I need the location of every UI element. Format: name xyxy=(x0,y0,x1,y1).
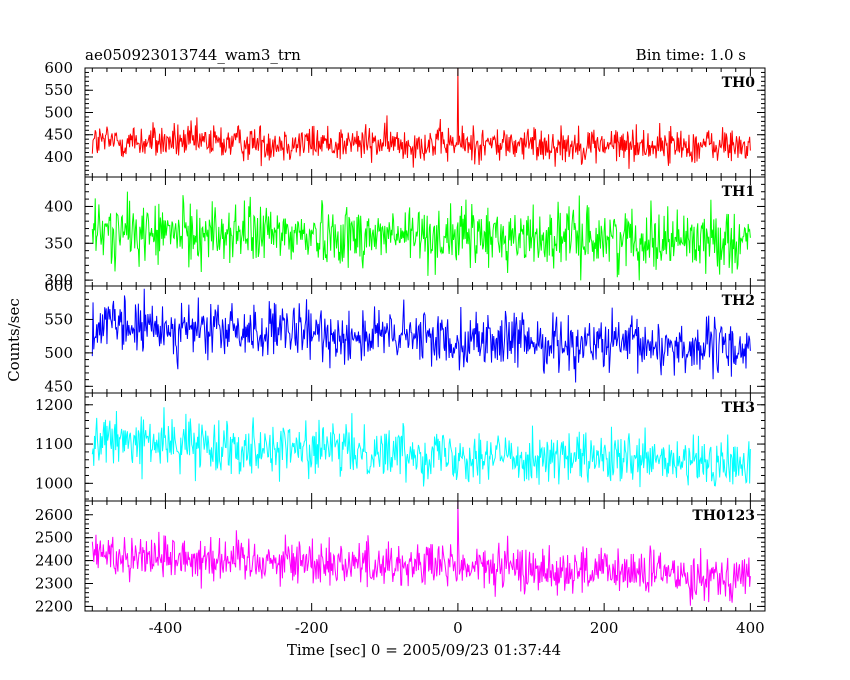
y-tick-label: 500 xyxy=(44,103,73,121)
panel-label-th0: TH0 xyxy=(722,75,756,91)
x-axis-label: Time [sec] 0 = 2005/09/23 01:37:44 xyxy=(287,641,561,659)
y-tick-label: 450 xyxy=(44,126,73,144)
panel-th3: 1000 1100 1200 TH3 xyxy=(35,392,766,502)
y-tick-label: 600 xyxy=(44,277,73,295)
panel-th1: 300 350 400 TH1 xyxy=(44,176,766,289)
x-tick-label: 400 xyxy=(736,619,765,637)
y-tick-label: 550 xyxy=(44,310,73,328)
panel-th0: 400 450 500 550 600 TH0 xyxy=(44,59,766,178)
panel-label-th2: TH2 xyxy=(722,293,755,309)
bin-time-label: Bin time: 1.0 s xyxy=(636,46,746,64)
y-tick-label: 450 xyxy=(44,377,73,395)
y-tick-label: 2600 xyxy=(35,506,73,524)
y-tick-label: 2200 xyxy=(35,597,73,615)
series-line-th1 xyxy=(91,191,751,281)
y-tick-label: 400 xyxy=(44,148,73,166)
y-tick-label: 400 xyxy=(44,197,73,215)
panel-th2: 450 500 550 600 TH2 xyxy=(44,277,766,395)
y-tick-label: 1000 xyxy=(35,474,73,492)
panel-label-th0123: TH0123 xyxy=(692,508,755,524)
series-line-th2 xyxy=(91,288,751,383)
x-tick-label: -400 xyxy=(149,619,183,637)
panel-frame xyxy=(84,67,766,178)
panel-frame xyxy=(84,500,766,612)
series-line-th0 xyxy=(91,67,751,169)
y-axis-label: Counts/sec xyxy=(5,298,23,382)
x-tick-label: -200 xyxy=(295,619,329,637)
y-tick-label: 2300 xyxy=(35,575,73,593)
panel-frame xyxy=(84,285,766,394)
panel-label-th1: TH1 xyxy=(722,184,755,200)
panel-th0123: 2200 2300 2400 2500 2600 TH0123 xyxy=(35,500,766,615)
y-tick-label: 550 xyxy=(44,81,73,99)
panels-group: 400 450 500 550 600 TH0 300 350 400 TH1 450 500 550 6… xyxy=(35,59,766,637)
series-line-th3 xyxy=(91,407,751,488)
panel-label-th3: TH3 xyxy=(722,400,755,416)
chart-title: ae050923013744_wam3_trn xyxy=(85,46,301,64)
y-tick-label: 2400 xyxy=(35,552,73,570)
y-tick-label: 600 xyxy=(44,59,73,77)
y-tick-label: 300 xyxy=(44,271,73,289)
y-tick-label: 2500 xyxy=(35,529,73,547)
y-tick-label: 1100 xyxy=(35,435,73,453)
y-tick-label: 500 xyxy=(44,344,73,362)
y-tick-label: 1200 xyxy=(35,396,73,414)
x-tick-label: 0 xyxy=(453,619,463,637)
series-line-th0123 xyxy=(91,500,751,606)
x-tick-label: 200 xyxy=(590,619,619,637)
y-tick-label: 350 xyxy=(44,234,73,252)
